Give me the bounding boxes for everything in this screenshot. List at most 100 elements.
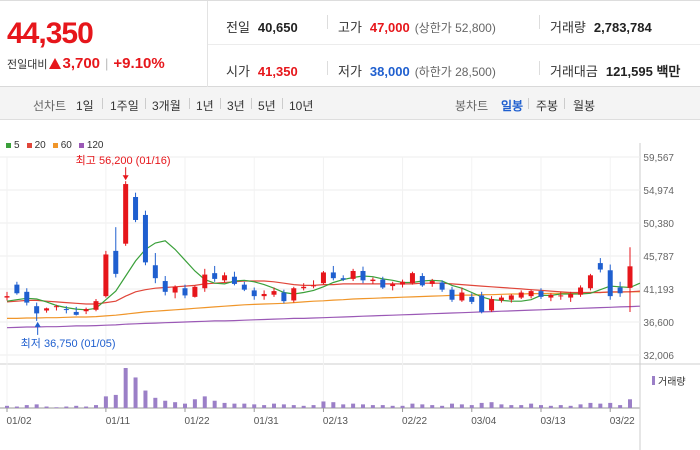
volume-bar: [479, 402, 484, 408]
volume-bar: [133, 377, 138, 408]
volume-bar: [232, 403, 237, 408]
volume-bar: [291, 405, 296, 408]
volume-bar: [64, 406, 69, 408]
volume-bar: [361, 404, 365, 408]
candle-body: [212, 273, 218, 279]
volume-bar: [143, 390, 148, 408]
volume-bar: [331, 402, 336, 408]
min-price-annotation: 최저 36,750 (01/05): [21, 337, 116, 350]
volume-bar: [400, 405, 405, 408]
candle-body: [320, 272, 326, 284]
candle-body: [489, 299, 495, 311]
volume-bar: [321, 401, 326, 408]
volume-bar: [420, 404, 425, 408]
open-label: 시가: [226, 64, 250, 79]
candle-body: [103, 254, 109, 297]
x-tick-label: 03/04: [471, 416, 496, 427]
y-tick-label: 50,380: [643, 219, 674, 230]
period-3m[interactable]: 3개월: [152, 99, 181, 113]
divider: [189, 98, 190, 109]
y-tick-label: 45,787: [643, 252, 674, 263]
x-tick-label: 03/13: [540, 416, 565, 427]
candle-body: [340, 278, 346, 280]
legend-swatch: [652, 376, 655, 385]
volume-bar: [489, 402, 494, 408]
volume-bar: [34, 404, 39, 408]
volume-bar: [183, 403, 187, 408]
moving-average-ma60: [7, 291, 640, 319]
volume-bar: [539, 405, 543, 408]
legend-swatch: [52, 143, 58, 148]
low-stat: 저가 38,000 (하한가 28,500): [338, 61, 496, 80]
volume-bar: [173, 402, 178, 408]
change-value: 3,700: [62, 55, 101, 72]
volume-value: 2,783,784: [593, 20, 652, 35]
candle-body: [93, 301, 99, 310]
high-value: 47,000: [369, 20, 410, 35]
prev-close-label: 전일: [226, 20, 250, 35]
low-label: 저가: [338, 64, 362, 79]
volume-bar: [450, 403, 454, 408]
period-3y[interactable]: 3년: [227, 99, 245, 113]
change-percent: +9.10%: [113, 55, 165, 72]
max-price-annotation: 최고 56,200 (01/16): [76, 154, 171, 167]
period-1y[interactable]: 1년: [196, 99, 214, 113]
x-tick-label: 01/11: [106, 416, 131, 427]
max-arrow-head: [122, 175, 129, 181]
candle-body: [202, 274, 208, 289]
legend-swatch: [26, 143, 32, 148]
volume-bar: [113, 394, 118, 408]
candle-body: [400, 281, 406, 285]
period-1w[interactable]: 1주일: [110, 99, 139, 113]
candle-body: [133, 196, 139, 220]
period-10y[interactable]: 10년: [289, 99, 314, 113]
y-tick-label: 32,006: [643, 351, 674, 362]
volume-bar: [242, 403, 247, 408]
candle-body: [538, 291, 544, 297]
min-arrow-head: [34, 321, 41, 327]
candle-body: [44, 308, 50, 311]
low-value: 38,000: [369, 64, 410, 79]
volume-bar: [390, 405, 395, 408]
volume-bar: [568, 405, 573, 408]
volume-bar: [430, 405, 435, 408]
candle-body: [617, 287, 623, 294]
y-tick-label: 59,567: [643, 153, 674, 164]
period-1d[interactable]: 1일: [76, 99, 94, 113]
candle-body: [528, 291, 534, 297]
volume-stat: 거래량 2,783,784: [550, 17, 652, 36]
volume-bar: [341, 404, 346, 408]
volume-bar: [548, 405, 553, 408]
volume-bar: [598, 403, 603, 408]
volume-bar: [351, 403, 356, 408]
period-daily[interactable]: 일봉: [501, 99, 524, 113]
candle-body: [518, 292, 524, 298]
divider: [564, 98, 565, 109]
candle-body: [498, 297, 504, 301]
x-tick-label: 01/22: [184, 416, 209, 427]
candle-body: [301, 286, 307, 289]
period-weekly[interactable]: 주봉: [536, 99, 559, 113]
legend-ma20: 20: [26, 140, 46, 151]
divider: [220, 98, 221, 109]
candle-body: [34, 306, 40, 314]
volume-bar: [84, 406, 89, 408]
volume-bar: [153, 397, 158, 408]
candle-body: [390, 283, 396, 287]
volume-bar: [380, 405, 385, 408]
amount-value: 121,595 백만: [605, 64, 681, 79]
candlestick-chart: 59,567 54,974 50,380 45,787 41,193 36,600 32,0…: [0, 143, 700, 450]
volume-bar: [281, 404, 286, 408]
period-monthly[interactable]: 월봉: [573, 99, 596, 113]
candle-body: [222, 275, 228, 281]
legend-label: 20: [34, 140, 46, 151]
divider: [327, 61, 328, 75]
x-tick-label: 02/13: [323, 416, 348, 427]
price-summary: 44,350 전일대비 3,700 | +9.10% 전일 40,650 고가 …: [0, 0, 700, 88]
volume-bar: [529, 403, 534, 408]
candle-body: [123, 184, 129, 244]
candle-body: [113, 250, 119, 274]
candle-body: [231, 276, 237, 284]
candle-body: [627, 266, 633, 288]
period-5y[interactable]: 5년: [258, 99, 276, 113]
